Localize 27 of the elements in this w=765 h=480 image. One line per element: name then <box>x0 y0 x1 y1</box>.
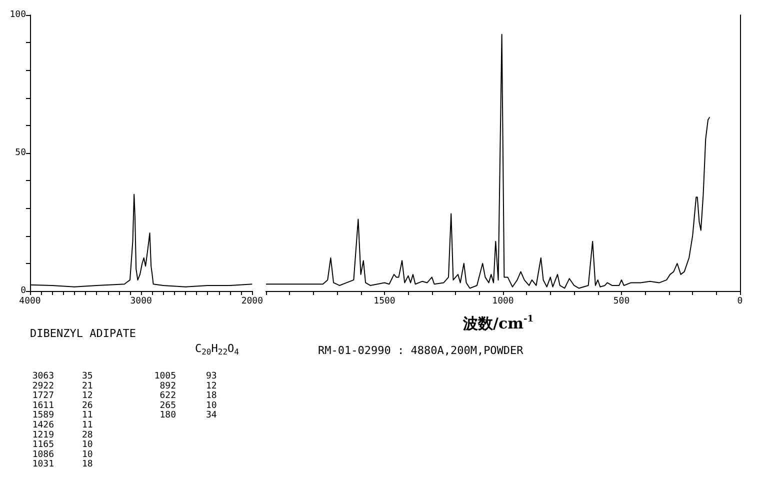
text: 1727 12 <box>32 391 93 402</box>
text: 1031 18 <box>32 460 93 470</box>
text: 265 10 <box>160 400 217 411</box>
text: 892 12 <box>160 381 217 392</box>
text: 1005 93 <box>154 372 217 382</box>
text: 180 34 <box>160 410 217 421</box>
text: 3063 35 <box>32 372 93 382</box>
text: 1165 10 <box>32 440 93 450</box>
text: RM-01-02990 : 4880A,200M,POWDER <box>318 344 524 357</box>
x-tick-label: 1000 <box>492 296 514 306</box>
text: 622 18 <box>160 391 217 402</box>
text: 1086 10 <box>32 450 93 460</box>
text: DIBENZYL ADIPATE <box>30 327 136 340</box>
y-tick-label: 0 <box>20 286 26 296</box>
x-tick-label: 4000 <box>19 296 41 306</box>
text: 1611 26 <box>32 400 93 411</box>
x-tick-label: 1500 <box>374 296 396 306</box>
x-tick-label: 0 <box>737 296 743 306</box>
text: 2922 21 <box>32 381 93 392</box>
x-tick-label: 2000 <box>241 296 264 306</box>
text: 1426 11 <box>32 420 93 430</box>
y-tick-label: 100 <box>10 10 26 20</box>
y-tick-label: 50 <box>15 148 26 158</box>
text: 1219 28 <box>32 430 93 440</box>
x-tick-label: 3000 <box>130 296 152 306</box>
text: 1589 11 <box>32 410 93 421</box>
x-tick-label: 500 <box>613 296 630 306</box>
